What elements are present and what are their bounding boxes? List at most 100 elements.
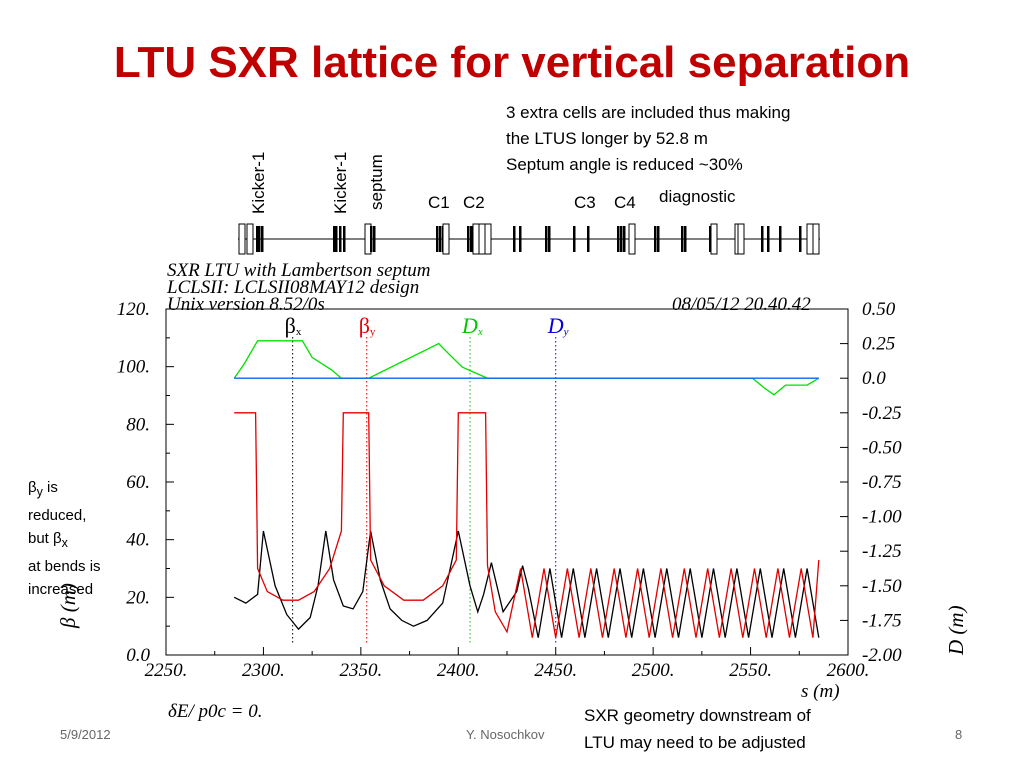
- lattice-element: [545, 226, 548, 252]
- lattice-element: [513, 226, 516, 252]
- slide-title: LTU SXR lattice for vertical separation: [113, 38, 911, 87]
- lattice-element: [467, 226, 470, 252]
- lattice-element: [710, 223, 718, 255]
- lattice-element: [333, 226, 336, 252]
- y-left-tick-label: 120.: [117, 299, 150, 320]
- series-line-βx: [233, 530, 820, 638]
- lattice-element: [470, 226, 473, 252]
- lattice-element: [709, 226, 712, 252]
- side-note-line-1: is: [42, 479, 58, 496]
- lattice-layout: [238, 223, 820, 255]
- lattice-element: [617, 226, 620, 252]
- bottom-note-line-1: SXR geometry downstream of: [584, 706, 811, 725]
- y-right-tick-label: -2.00: [862, 645, 902, 666]
- lattice-element: [654, 226, 657, 252]
- lattice-element: [256, 226, 259, 252]
- footer-date: 5/9/2012: [60, 727, 111, 742]
- side-note-line-3: but: [28, 530, 54, 547]
- kicker-label-1: Kicker-1: [249, 151, 268, 214]
- x-axis-label: s (m): [801, 681, 840, 702]
- side-note-beta-2: β: [53, 530, 62, 547]
- lattice-element: [484, 223, 492, 255]
- info-note-line-2: the LTUS longer by 52.8 m: [506, 129, 708, 148]
- lattice-element: [472, 223, 480, 255]
- side-note-sub-y: y: [36, 485, 43, 499]
- side-note-line-2: reduced,: [28, 507, 87, 524]
- lattice-element: [684, 226, 687, 252]
- lattice-element: [548, 226, 551, 252]
- y-left-tick-label: 20.: [126, 587, 150, 608]
- y-axis-label-right: D (m): [944, 605, 968, 656]
- lattice-element: [779, 226, 782, 252]
- lattice-element: [478, 223, 486, 255]
- y-right-tick-label: -0.50: [862, 437, 902, 458]
- side-note-line-5: increased: [28, 581, 94, 598]
- mad-header-line-1: SXR LTU with Lambertson septum: [167, 260, 431, 281]
- c3-label: C3: [574, 193, 596, 212]
- lattice-element: [767, 226, 770, 252]
- lattice-element: [519, 226, 522, 252]
- series-line-Dx: [233, 340, 820, 396]
- lattice-element: [761, 226, 764, 252]
- plot-frame: [165, 308, 849, 656]
- y-left-tick-label: 80.: [126, 414, 150, 435]
- y-left-tick-label: 0.0: [126, 645, 150, 666]
- septum-label: septum: [367, 154, 386, 210]
- lattice-element: [812, 223, 820, 255]
- lattice-element: [261, 226, 264, 252]
- legend-entry: βx: [285, 313, 302, 338]
- bottom-note-line-2: LTU may need to be adjusted: [584, 733, 806, 752]
- y-left-tick-label: 40.: [126, 530, 150, 551]
- x-tick-label: 2300.: [242, 660, 285, 681]
- info-note-line-1: 3 extra cells are included thus making: [506, 103, 791, 122]
- kicker-label-2: Kicker-1: [331, 151, 350, 214]
- lattice-elements: [238, 223, 820, 255]
- lattice-element: [799, 226, 802, 252]
- lattice-element: [620, 226, 623, 252]
- legend-markers: [292, 337, 557, 643]
- y-right-tick-label: -1.75: [862, 610, 902, 631]
- lattice-element: [246, 223, 254, 255]
- y-right-tick-label: 0.25: [862, 334, 895, 355]
- y-right-tick-label: -1.00: [862, 507, 902, 528]
- x-tick-label: 2350.: [339, 660, 382, 681]
- c1-label: C1: [428, 193, 450, 212]
- lattice-element: [657, 226, 660, 252]
- legend-entry: βy: [359, 313, 376, 338]
- optics-plot: 2250. 2300. 2350. 2400. 2450. 2500. 2550. 2600.…: [56, 299, 968, 702]
- legend-entry: Dx: [461, 313, 483, 338]
- y-right-tick-label: -0.75: [862, 472, 902, 493]
- lattice-element: [806, 223, 814, 255]
- bottom-note: SXR geometry downstream of LTU may need …: [584, 702, 884, 756]
- lattice-element: [436, 226, 439, 252]
- y-right-tick-label: -1.50: [862, 576, 902, 597]
- lattice-element: [373, 226, 376, 252]
- side-note-beta: β: [28, 479, 37, 496]
- info-note-line-3: Septum angle is reduced ~30%: [506, 155, 743, 174]
- x-tick-label: 2250.: [145, 660, 188, 681]
- footer-author: Y. Nosochkov: [466, 727, 545, 742]
- info-note: 3 extra cells are included thus making t…: [506, 100, 886, 178]
- lattice-element: [628, 223, 636, 255]
- series-line-βy: [234, 412, 820, 638]
- y-left-tick-label: 100.: [117, 357, 150, 378]
- series-lines: [233, 340, 820, 638]
- y-right-tick-label: -0.25: [862, 403, 902, 424]
- lattice-element: [335, 226, 338, 252]
- legend: βx βy Dx Dy: [285, 313, 569, 338]
- mad-datetime: 08/05/12 20.40.42: [672, 294, 811, 315]
- energy-offset: δE/ p0c = 0.: [168, 701, 263, 722]
- axis-tick-labels: 2250. 2300. 2350. 2400. 2450. 2500. 2550. 2600.…: [117, 299, 902, 681]
- lattice-element: [439, 226, 442, 252]
- y-axis-label-left: β (m): [56, 583, 80, 629]
- x-tick-label: 2600.: [827, 660, 870, 681]
- side-note: βy is reduced, but βx at bends is increa…: [28, 476, 138, 601]
- side-note-sub-x: x: [61, 536, 68, 550]
- side-note-line-4: at bends is: [28, 558, 101, 575]
- axis-ticks: [165, 308, 849, 656]
- lattice-element: [238, 223, 246, 255]
- lattice-element: [623, 226, 626, 252]
- c2-label: C2: [463, 193, 485, 212]
- lattice-element: [370, 226, 373, 252]
- c4-label: C4: [614, 193, 636, 212]
